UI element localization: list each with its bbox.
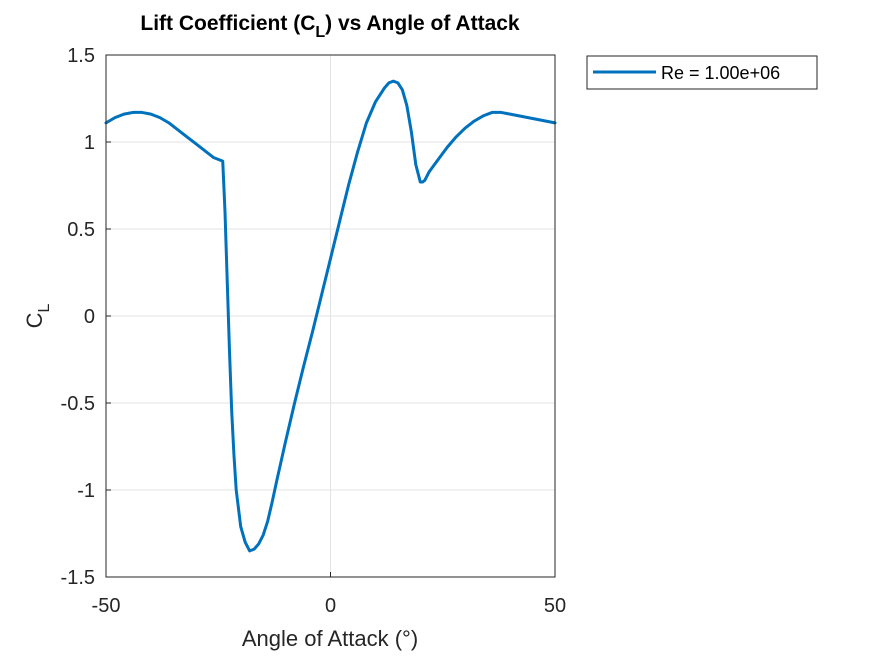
y-tick-label: 0.5	[67, 219, 95, 241]
series-line	[104, 79, 557, 553]
y-tick-label: -0.5	[61, 393, 95, 415]
y-tick-label: 0	[84, 306, 95, 328]
x-tick-label: -50	[92, 595, 121, 617]
chart-title: Lift Coefficient (CL) vs Angle of Attack	[140, 12, 520, 41]
tick-marks	[105, 54, 556, 578]
legend: Re = 1.00e+06	[586, 55, 818, 90]
legend-entry-label: Re = 1.00e+06	[661, 63, 780, 83]
y-tick-label: 1	[84, 132, 95, 154]
x-tick-label: 50	[544, 595, 566, 617]
series-layer	[104, 79, 557, 553]
y-axis-label: CL	[22, 304, 53, 329]
x-axis-label: Angle of Attack (°)	[242, 626, 418, 651]
x-tick-label: 0	[325, 595, 336, 617]
y-tick-label: 1.5	[67, 45, 95, 67]
y-tick-label: -1	[77, 480, 95, 502]
y-tick-label: -1.5	[61, 567, 95, 589]
tick-labels: -50 0 50 -1.5 -1 -0.5 0 0.5 1 1.5	[61, 45, 567, 617]
